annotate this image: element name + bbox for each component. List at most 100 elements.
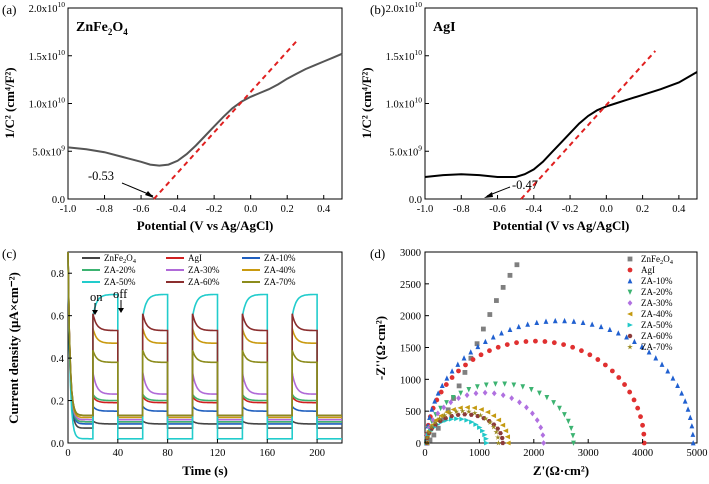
panel-b-x-ticks: -1.0 -0.8 -0.6 -0.4 -0.2 0.0 0.2 0.4 xyxy=(417,195,686,215)
nyquist-point xyxy=(682,398,688,404)
nyquist-point xyxy=(507,272,513,278)
legend-marker-ZA-60% xyxy=(627,333,633,339)
nyquist-point xyxy=(534,319,540,326)
panel-c-off-arrowhead xyxy=(118,308,124,313)
nyquist-point xyxy=(490,413,497,419)
panel-a-intercept-annotation: -0.53 xyxy=(88,169,114,183)
nyquist-point xyxy=(528,387,534,393)
nyquist-point xyxy=(444,409,450,415)
legend-marker-ZA-20% xyxy=(627,289,633,295)
nyquist-point xyxy=(448,416,455,422)
panel-b-title: AgI xyxy=(433,20,456,35)
photocurrent-series-ZA-40% xyxy=(67,251,342,419)
nyquist-point xyxy=(675,382,680,389)
nyquist-point xyxy=(690,431,696,437)
nyquist-point xyxy=(458,390,464,396)
nyquist-point xyxy=(615,330,621,336)
y-tick-label: 1000 xyxy=(400,375,421,386)
x-tick-label: 1000 xyxy=(469,448,490,459)
nyquist-point xyxy=(470,357,476,362)
nyquist-series-ZA-20% xyxy=(424,381,576,446)
legend-marker-ZA-50% xyxy=(627,322,633,328)
nyquist-point xyxy=(499,435,505,441)
nyquist-point xyxy=(433,417,439,423)
legend-label-ZA-20%: ZA-20% xyxy=(641,287,673,297)
nyquist-point xyxy=(456,395,461,402)
nyquist-point xyxy=(520,384,526,390)
nyquist-point xyxy=(638,414,643,420)
nyquist-point xyxy=(687,414,693,420)
nyquist-series-ZnFe2O4 xyxy=(424,262,520,446)
legend-label-ZA-60%: ZA-60% xyxy=(641,331,673,341)
nyquist-point xyxy=(498,431,503,436)
nyquist-point xyxy=(565,418,571,425)
nyquist-series-ZA-10% xyxy=(424,317,696,446)
panel-d-y-ticks: 0 500 1000 1500 2000 2500 3000 xyxy=(400,248,429,450)
nyquist-point xyxy=(495,417,502,423)
nyquist-point xyxy=(482,389,488,396)
photocurrent-series-ZnFe2O4 xyxy=(67,251,342,429)
legend-marker-ZA-70% xyxy=(627,344,633,350)
nyquist-point xyxy=(516,323,522,330)
y-tick-label: 1.5x1010 xyxy=(29,48,66,63)
nyquist-point xyxy=(468,355,474,361)
y-tick-label: 1.5x1010 xyxy=(386,48,423,63)
nyquist-point xyxy=(579,348,584,354)
panel-d-legend: ZnFe2O4AgIZA-10%ZA-20%ZA-30%ZA-40%ZA-50%… xyxy=(627,254,674,352)
nyquist-point xyxy=(459,408,466,414)
nyquist-point xyxy=(474,384,480,390)
nyquist-point xyxy=(542,339,548,344)
nyquist-point xyxy=(640,422,645,428)
legend-marker-AgI xyxy=(627,267,633,273)
nyquist-point xyxy=(456,383,462,389)
panel-d: (d) 0 1000 2000 3000 4000 5000 0 500 1000 1500 20… xyxy=(370,246,708,478)
y-tick-label: 0.6 xyxy=(51,312,64,323)
x-tick-label: 0.0 xyxy=(244,204,257,215)
panel-c-plot-frame xyxy=(67,251,343,444)
panel-c-legend: ZnFe2O4 AgI ZA-10% ZA-20% ZA-30% ZA-40% ZA-50%… xyxy=(82,253,296,287)
nyquist-point xyxy=(487,312,493,317)
nyquist-point xyxy=(480,326,486,332)
nyquist-point xyxy=(435,410,441,417)
legend-label-ZA-50%: ZA-50% xyxy=(104,277,136,287)
panel-b-intercept-annotation: -0.47 xyxy=(512,178,538,192)
nyquist-point xyxy=(430,417,436,424)
y-tick-label: 0.8 xyxy=(51,269,64,280)
x-tick-label: 0.2 xyxy=(281,204,294,215)
nyquist-point xyxy=(474,341,480,347)
nyquist-point xyxy=(473,390,479,397)
nyquist-point xyxy=(444,375,450,381)
nyquist-point xyxy=(494,298,499,303)
nyquist-point xyxy=(562,317,567,324)
nyquist-point xyxy=(543,318,549,324)
x-tick-label: 160 xyxy=(259,448,275,459)
legend-label-ZA-10%: ZA-10% xyxy=(641,276,673,286)
nyquist-point xyxy=(495,426,501,431)
panel-c: (c) 0 40 80 120 160 200 0.0 0.2 0.4 0.6 0.8 ZnFe2… xyxy=(2,246,343,478)
nyquist-point xyxy=(427,437,433,443)
nyquist-point xyxy=(530,410,535,417)
nyquist-point xyxy=(441,412,448,418)
nyquist-point xyxy=(475,343,481,350)
nyquist-point xyxy=(484,440,490,446)
nyquist-point xyxy=(538,424,544,431)
nyquist-point xyxy=(461,355,467,361)
nyquist-point xyxy=(523,339,529,344)
panel-c-on-arrowhead xyxy=(92,310,98,315)
legend-marker-ZnFe2O4 xyxy=(627,256,633,262)
nyquist-point xyxy=(502,381,508,387)
panel-b-label: (b) xyxy=(370,2,385,17)
legend-label-ZA-30%: ZA-30% xyxy=(641,298,673,308)
nyquist-point xyxy=(482,432,488,438)
nyquist-series-ZA-60% xyxy=(424,412,506,446)
nyquist-point xyxy=(424,434,431,440)
panel-b-fit-line xyxy=(520,50,657,200)
nyquist-point xyxy=(432,419,438,425)
nyquist-point xyxy=(439,382,445,389)
nyquist-point xyxy=(524,404,529,411)
nyquist-point xyxy=(514,340,519,346)
nyquist-point xyxy=(495,434,501,440)
nyquist-series-ZA-70% xyxy=(423,408,502,446)
nyquist-point xyxy=(490,424,497,430)
nyquist-point xyxy=(448,399,454,406)
